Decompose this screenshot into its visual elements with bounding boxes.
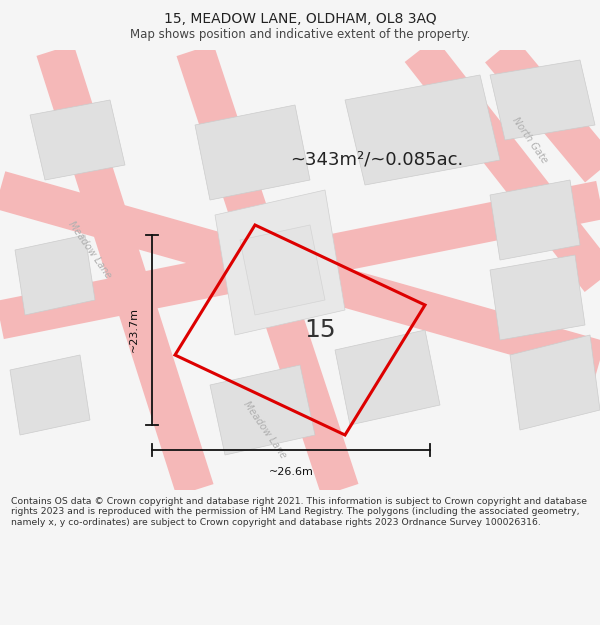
Polygon shape: [15, 235, 95, 315]
Polygon shape: [335, 330, 440, 425]
Polygon shape: [490, 60, 595, 140]
Polygon shape: [345, 75, 500, 185]
Text: ~343m²/~0.085ac.: ~343m²/~0.085ac.: [290, 151, 463, 169]
Polygon shape: [30, 100, 125, 180]
Polygon shape: [510, 335, 600, 430]
Polygon shape: [10, 355, 90, 435]
Text: Meadow Lane: Meadow Lane: [242, 399, 289, 461]
Text: 15, MEADOW LANE, OLDHAM, OL8 3AQ: 15, MEADOW LANE, OLDHAM, OL8 3AQ: [164, 12, 436, 26]
Text: Contains OS data © Crown copyright and database right 2021. This information is : Contains OS data © Crown copyright and d…: [11, 497, 587, 526]
Polygon shape: [240, 225, 325, 315]
Text: 15: 15: [304, 318, 336, 342]
Text: ~23.7m: ~23.7m: [129, 308, 139, 352]
Text: North Gate: North Gate: [511, 115, 550, 165]
Text: Map shows position and indicative extent of the property.: Map shows position and indicative extent…: [130, 28, 470, 41]
Text: Meadow Lane: Meadow Lane: [67, 219, 113, 281]
Polygon shape: [215, 190, 345, 335]
Polygon shape: [490, 180, 580, 260]
Polygon shape: [195, 105, 310, 200]
Polygon shape: [490, 255, 585, 340]
Text: ~26.6m: ~26.6m: [269, 467, 313, 477]
Polygon shape: [210, 365, 315, 455]
